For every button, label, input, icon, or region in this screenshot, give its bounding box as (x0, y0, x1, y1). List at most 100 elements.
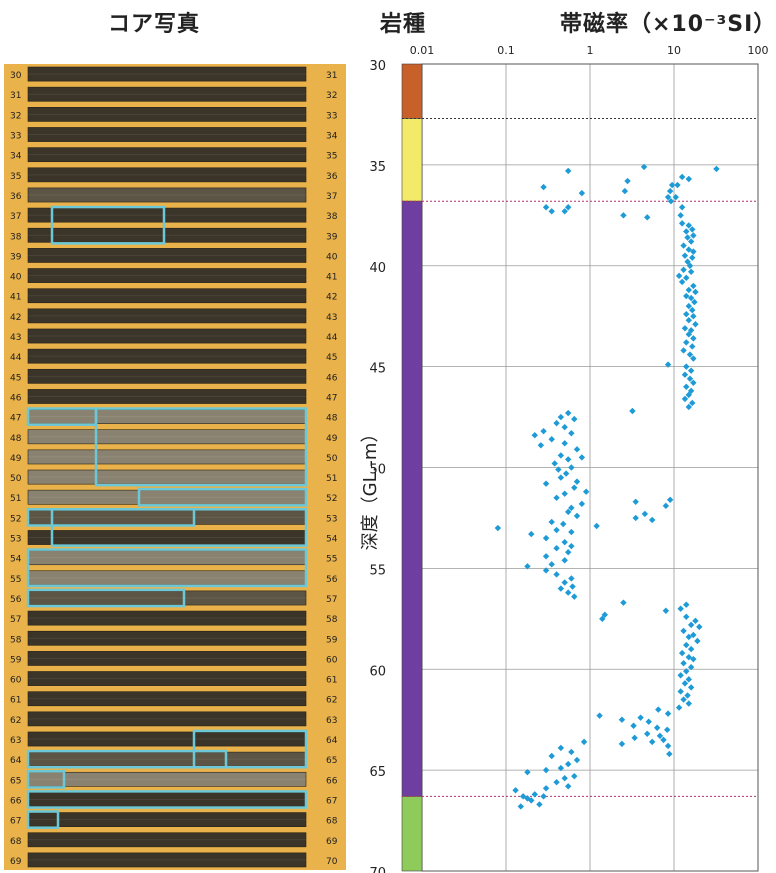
core-depth-label-right: 38 (326, 212, 338, 222)
data-point (687, 684, 695, 691)
data-point (568, 542, 575, 550)
data-point (664, 742, 672, 750)
data-point (683, 292, 690, 300)
data-point (564, 456, 572, 463)
core-depth-label-right: 58 (326, 615, 338, 625)
data-point (621, 187, 629, 195)
core-depth-label-left: 35 (10, 172, 21, 182)
core-depth-label-left: 55 (10, 575, 21, 585)
data-point (681, 680, 689, 687)
core-highlight-box (50, 205, 166, 245)
core-depth-label-right: 49 (326, 434, 338, 444)
core-row (27, 308, 307, 324)
core-depth-label-left: 63 (10, 736, 21, 746)
data-point (666, 496, 674, 503)
data-point (624, 177, 631, 185)
core-depth-label-left: 59 (10, 655, 22, 665)
core-row (27, 268, 307, 283)
data-point (536, 801, 543, 808)
core-depth-label-left: 69 (10, 857, 22, 867)
data-point (561, 774, 568, 782)
data-point (681, 395, 689, 403)
core-row (27, 288, 307, 304)
data-point (571, 415, 578, 423)
core-depth-label-right: 53 (326, 514, 337, 524)
susceptibility-depth-chart: 0.01 0.1 1 10 100 30 35 40 45 50 55 60 65 70 深度（GL.-m） (360, 44, 769, 873)
data-point (678, 649, 686, 657)
data-point (664, 361, 672, 368)
core-depth-label-left: 45 (10, 373, 21, 383)
y-axis-label: 深度（GL.-m） (360, 425, 381, 551)
core-depth-label-left: 46 (10, 393, 22, 403)
core-depth-label-right: 54 (326, 535, 338, 545)
data-point (629, 407, 636, 415)
core-photo-panel: 30 31 31 32 32 33 33 34 34 35 35 36 36 37 37 38 38 39 39 40… (4, 64, 346, 870)
core-depth-label-right: 31 (326, 71, 337, 81)
core-depth-label-right: 69 (326, 837, 338, 847)
core-depth-label-left: 53 (10, 535, 21, 545)
core-depth-label-left: 40 (10, 273, 22, 283)
data-point (668, 181, 676, 189)
data-point (675, 704, 683, 711)
data-point (618, 740, 626, 748)
data-point (528, 797, 535, 804)
data-point (684, 692, 691, 699)
data-point (568, 528, 575, 536)
data-point (662, 607, 670, 614)
data-point (680, 627, 687, 635)
data-point (573, 756, 581, 764)
core-highlight-box (26, 407, 98, 426)
core-depth-label-right: 32 (326, 91, 337, 101)
data-point (641, 510, 649, 518)
core-depth-label-left: 30 (10, 71, 22, 81)
core-depth-label-right: 51 (326, 474, 337, 484)
data-point (548, 752, 555, 760)
data-point (687, 621, 695, 629)
data-point (681, 371, 689, 378)
data-point (637, 714, 644, 721)
data-point (655, 706, 662, 713)
core-depth-label-right: 46 (326, 373, 338, 383)
core-depth-label-right: 45 (326, 353, 337, 363)
data-point (560, 520, 567, 528)
core-depth-label-right: 61 (326, 676, 337, 686)
header-core-photo: コア写真 (108, 12, 201, 37)
data-point (696, 623, 703, 631)
data-point (648, 738, 656, 746)
data-point (680, 242, 687, 249)
core-depth-label-left: 43 (10, 333, 21, 343)
data-point (690, 312, 697, 320)
data-point (683, 613, 690, 620)
data-point (494, 524, 502, 532)
core-depth-label-right: 59 (326, 635, 338, 645)
data-point (568, 748, 575, 756)
core-row (27, 147, 307, 163)
y-tick-label: 30 (369, 59, 386, 74)
data-point (687, 367, 695, 374)
core-depth-label-left: 44 (10, 353, 22, 363)
data-point (689, 254, 696, 261)
core-row (27, 127, 307, 142)
data-point (580, 738, 588, 746)
data-point (694, 637, 701, 645)
core-depth-label-left: 57 (10, 615, 21, 625)
data-point (620, 599, 627, 606)
data-point (524, 795, 531, 802)
core-row (27, 389, 307, 404)
core-depth-label-right: 70 (326, 857, 338, 867)
data-point (564, 167, 572, 175)
data-point (674, 181, 681, 189)
core-depth-label-right: 47 (326, 393, 337, 403)
data-point (683, 383, 690, 390)
data-point (578, 500, 586, 508)
core-depth-label-left: 36 (10, 192, 22, 202)
header-rock-type: 岩種 (380, 12, 427, 37)
core-depth-label-left: 50 (10, 474, 22, 484)
core-depth-label-left: 34 (10, 152, 22, 162)
core-depth-label-left: 37 (10, 212, 21, 222)
data-point (548, 436, 555, 443)
data-point (542, 785, 550, 792)
data-point (683, 601, 690, 608)
data-point (571, 484, 578, 491)
core-depth-label-left: 62 (10, 716, 21, 726)
